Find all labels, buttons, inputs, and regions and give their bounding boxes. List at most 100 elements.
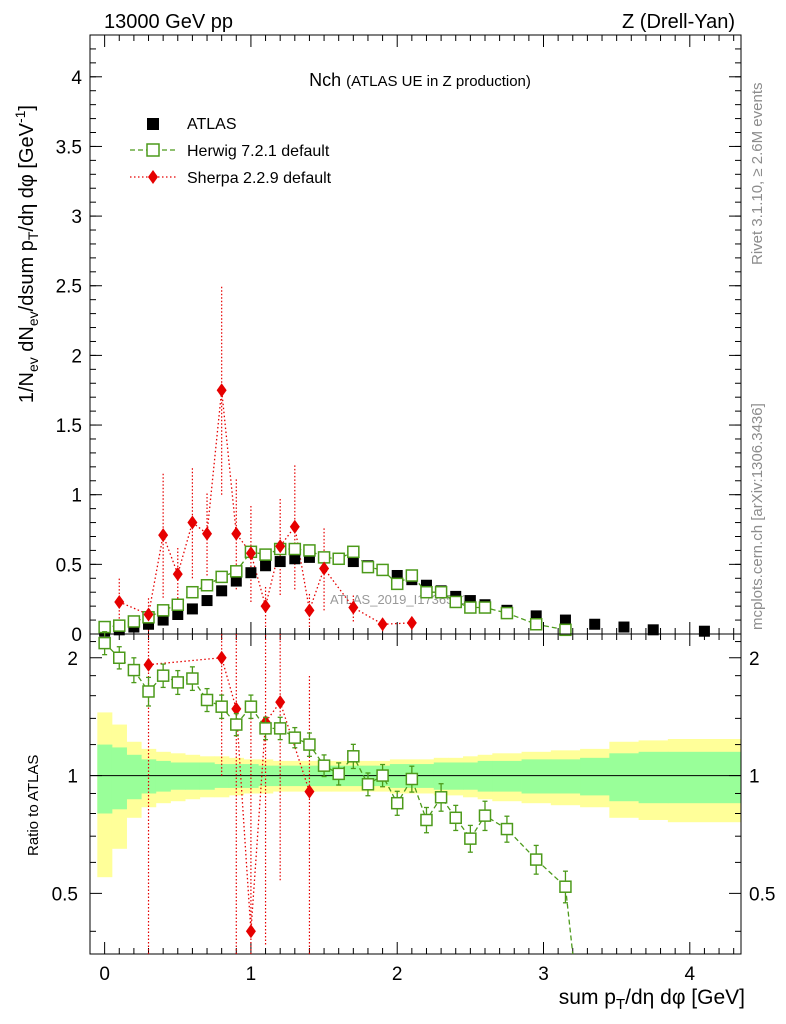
atlas-point [618,621,630,633]
ratio-herwig-point [347,750,360,763]
sherpa-point [231,526,242,541]
uncertainty-band-inner [580,757,610,796]
sherpa-point [143,607,154,622]
ratio-herwig-point [434,791,448,804]
ratio-herwig-point [303,738,316,751]
ratio-herwig-point [449,811,462,825]
herwig-point [171,598,185,611]
y-tick-label: 1 [71,486,82,507]
x-tick-label: 1 [246,964,257,985]
y-tick-label: 3.5 [56,137,82,158]
atlas-point [260,560,272,572]
legend-marker-sherpa [148,170,158,184]
atlas-point [289,553,301,565]
x-axis-label: sum pT/dη dφ [GeV] [559,986,745,1013]
x-tick-label: 0 [99,964,110,985]
herwig-point [390,577,404,591]
herwig-point [332,552,345,566]
watermark: ATLAS_2019_I1736531 [330,592,468,607]
ratio-herwig-point [361,778,375,791]
herwig-point [500,606,514,620]
x-tick-label: 2 [392,964,403,985]
ratio-herwig-point [529,853,543,866]
atlas-point [230,575,242,587]
ratio-herwig-point [259,722,272,735]
herwig-point [156,604,170,617]
ratio-panel: 0.5 0.5 1 1 2 2 0 1 2 3 4 Ratio to ATLAS sum pT/dη… [25,631,775,1013]
uncertainty-band-inner [521,759,552,794]
x-tick-label: 4 [685,964,696,985]
sherpa-point [406,615,417,630]
sherpa-point [158,528,169,543]
atlas-point [216,585,228,597]
ratio-herwig-point [98,636,111,650]
uncertainty-band-inner [477,760,493,792]
atlas-point [559,614,571,626]
plot-title-main: Nch [309,70,341,90]
atlas-point [391,569,403,581]
uncertainty-band-inner [111,747,127,810]
atlas-point [303,551,315,563]
ratio-herwig-point [113,651,126,665]
sherpa-point [187,515,198,530]
header-right: Z (Drell-Yan) [622,11,735,33]
ratio-sherpa-point [143,657,154,672]
uncertainty-band-inner [126,754,142,800]
ratio-sherpa-point [231,701,242,716]
herwig-point [449,595,462,609]
sherpa-line [119,390,412,625]
sherpa-point [260,599,271,614]
ratio-herwig-point [230,718,243,731]
ratio-y-tick-label-right: 1 [749,767,760,788]
sherpa-point [377,617,388,632]
atlas-point [157,614,169,626]
ratio-herwig-point [288,731,302,744]
atlas-point [698,625,710,637]
uncertainty-band-inner [638,751,669,804]
sherpa-point [216,383,227,398]
herwig-point [200,578,214,592]
ratio-y-tick-label-right: 2 [749,649,760,670]
ratio-herwig-point [478,809,492,822]
herwig-point [98,620,111,634]
ratio-y-tick-label: 1 [67,767,78,788]
ratio-frame [89,633,742,955]
sherpa-point [202,526,213,541]
y-tick-label: 1.5 [56,416,82,437]
herwig-point [529,617,543,631]
atlas-point [464,595,476,607]
atlas-point [186,603,198,615]
uncertainty-band-inner [492,760,522,792]
legend-marker-herwig [146,143,160,157]
herwig-point [113,619,126,632]
ratio-herwig-point [215,700,228,713]
atlas-point [647,624,659,636]
legend-label-herwig: Herwig 7.2.1 default [187,143,330,160]
sherpa-point [289,519,300,534]
herwig-point [361,560,375,574]
uncertainty-band-inner [155,760,171,792]
uncertainty-band-inner [170,762,186,790]
legend-label-sherpa: Sherpa 2.2.9 default [187,170,332,187]
ratio-herwig-point [559,880,572,893]
herwig-point [215,570,228,584]
ratio-y-tick-label: 0.5 [52,884,78,905]
atlas-point [530,610,542,622]
ratio-herwig-point [317,759,331,772]
ratio-herwig-point [127,663,141,677]
y-tick-label: 2.5 [56,277,82,298]
ratio-y-tick-label-right: 0.5 [749,884,775,905]
ratio-herwig-point [273,722,287,735]
uncertainty-band-inner [185,762,201,790]
herwig-point [559,623,572,637]
atlas-point [347,556,359,568]
main-panel: 0 0.5 1 1.5 2 2.5 3 3.5 4 ATLAS_2019_I1736531 Nc… [12,34,742,646]
herwig-point [127,615,141,628]
atlas-point [201,595,213,607]
ratio-y-axis-label: Ratio to ATLAS [25,755,42,856]
ratio-herwig-point [405,772,419,786]
uncertainty-band-inner [448,762,464,790]
main-y-axis-label: 1/Nev dNev/dsum pT/dη dφ [GeV-1] [12,105,41,403]
herwig-point [230,565,243,578]
herwig-point [405,569,419,582]
